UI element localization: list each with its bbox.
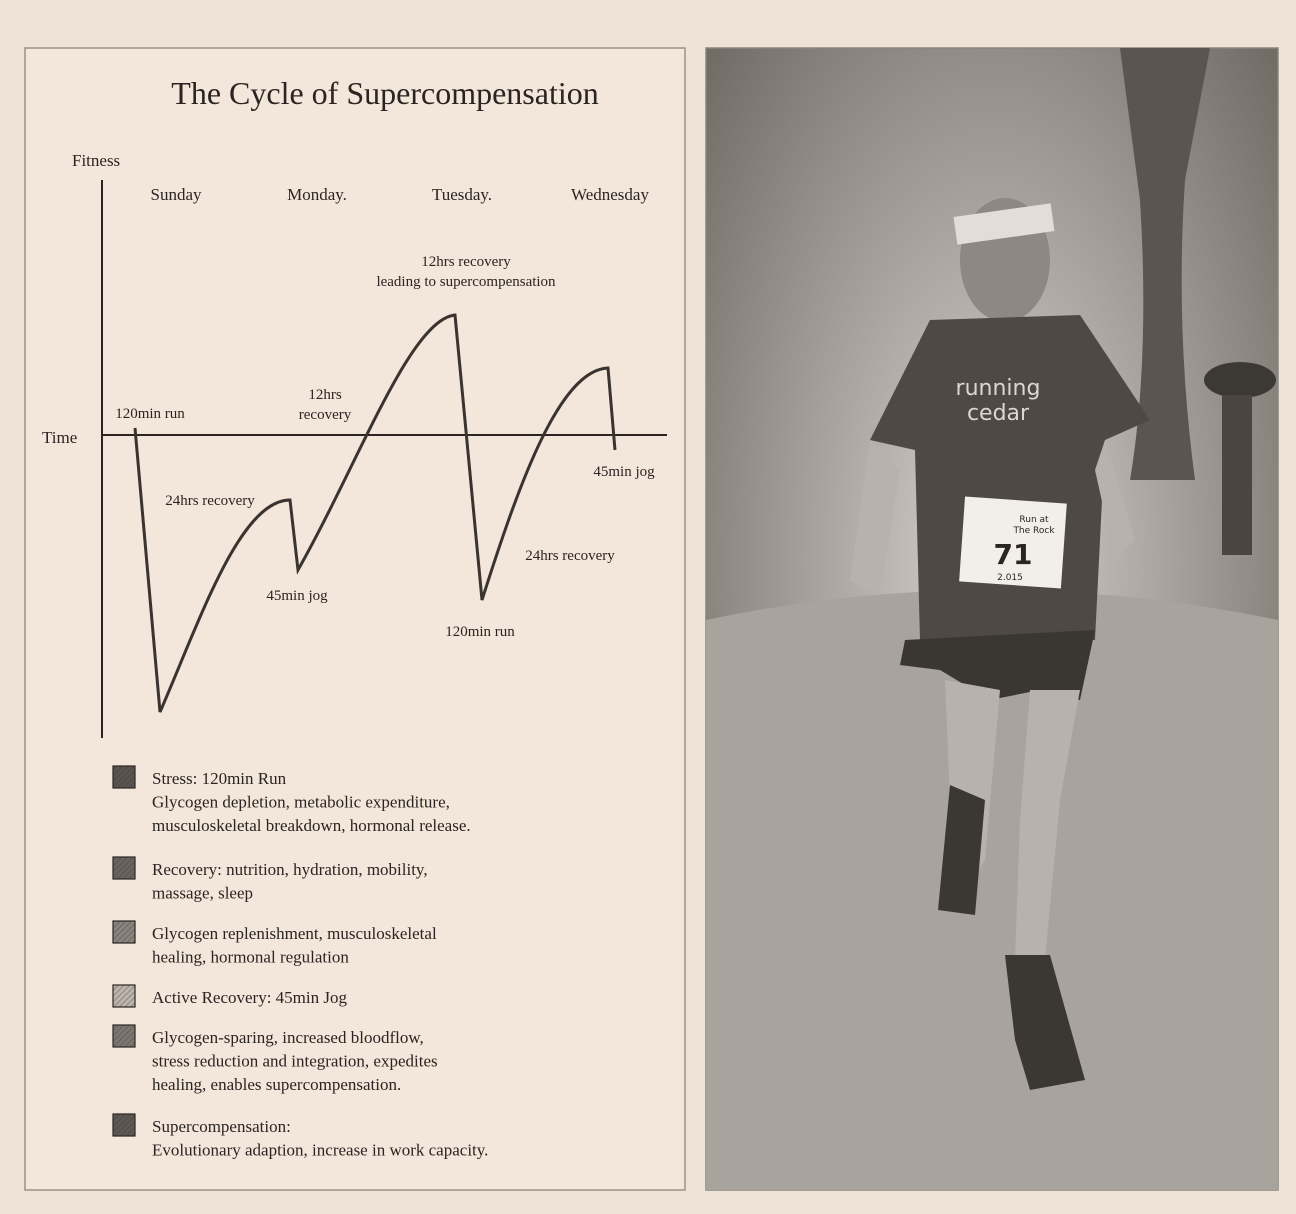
day-label: Wednesday: [571, 185, 649, 204]
y-axis-label: Fitness: [72, 151, 120, 170]
annotation: leading to supercompensation: [376, 274, 556, 290]
annotation: recovery: [299, 407, 352, 423]
legend-hatch: [113, 985, 135, 1007]
legend-text: Active Recovery: 45min Jog: [152, 988, 347, 1007]
diagram-panel: [24, 47, 686, 1191]
legend-text: healing, enables supercompensation.: [152, 1075, 401, 1094]
legend-text: musculoskeletal breakdown, hormonal rele…: [152, 816, 471, 835]
bib-year: 2.015: [997, 573, 1023, 583]
annotation: 24hrs recovery: [525, 548, 615, 564]
legend-hatch: [113, 1025, 135, 1047]
annotation: 120min run: [445, 624, 515, 640]
umbrella: [1204, 362, 1276, 398]
legend-text: Glycogen depletion, metabolic expenditur…: [152, 793, 450, 812]
legend-text: Stress: 120min Run: [152, 769, 287, 788]
legend-hatch: [113, 921, 135, 943]
bib-event: The Rock: [1012, 526, 1055, 536]
annotation: 45min jog: [593, 464, 655, 480]
legend-text: Supercompensation:: [152, 1117, 291, 1136]
shirt-text: cedar: [967, 401, 1030, 426]
bib-number: 71: [994, 538, 1033, 571]
legend-text: Recovery: nutrition, hydration, mobility…: [152, 860, 428, 879]
ground: [706, 590, 1278, 1190]
shirt-text: running: [956, 376, 1041, 401]
annotation: 120min run: [115, 406, 185, 422]
fitness-curve: [133, 313, 617, 713]
legend-hatch: [113, 1114, 135, 1136]
tree: [1120, 48, 1210, 480]
legend-hatch: [113, 766, 135, 788]
annotation: 45min jog: [266, 588, 328, 604]
bib-event: Run at: [1019, 515, 1049, 525]
legend-text: Evolutionary adaption, increase in work …: [152, 1141, 488, 1160]
annotation: 24hrs recovery: [165, 493, 255, 509]
annotation: 12hrs recovery: [421, 254, 511, 270]
day-label: Tuesday.: [432, 185, 492, 204]
legend-text: Glycogen-sparing, increased bloodflow,: [152, 1028, 424, 1047]
x-axis-label: Time: [42, 428, 77, 447]
title: The Cycle of Supercompensation: [171, 75, 598, 111]
legend-hatch: [113, 857, 135, 879]
runner: [850, 198, 1150, 1090]
legend-text: healing, hormonal regulation: [152, 948, 349, 967]
legend-text: Glycogen replenishment, musculoskeletal: [152, 924, 437, 943]
legend-text: stress reduction and integration, expedi…: [152, 1052, 438, 1071]
annotation: 12hrs: [308, 387, 341, 403]
legend-text: massage, sleep: [152, 884, 253, 903]
day-label: Monday.: [287, 185, 347, 204]
background-figure: [1222, 395, 1252, 555]
day-label: Sunday: [151, 185, 203, 204]
